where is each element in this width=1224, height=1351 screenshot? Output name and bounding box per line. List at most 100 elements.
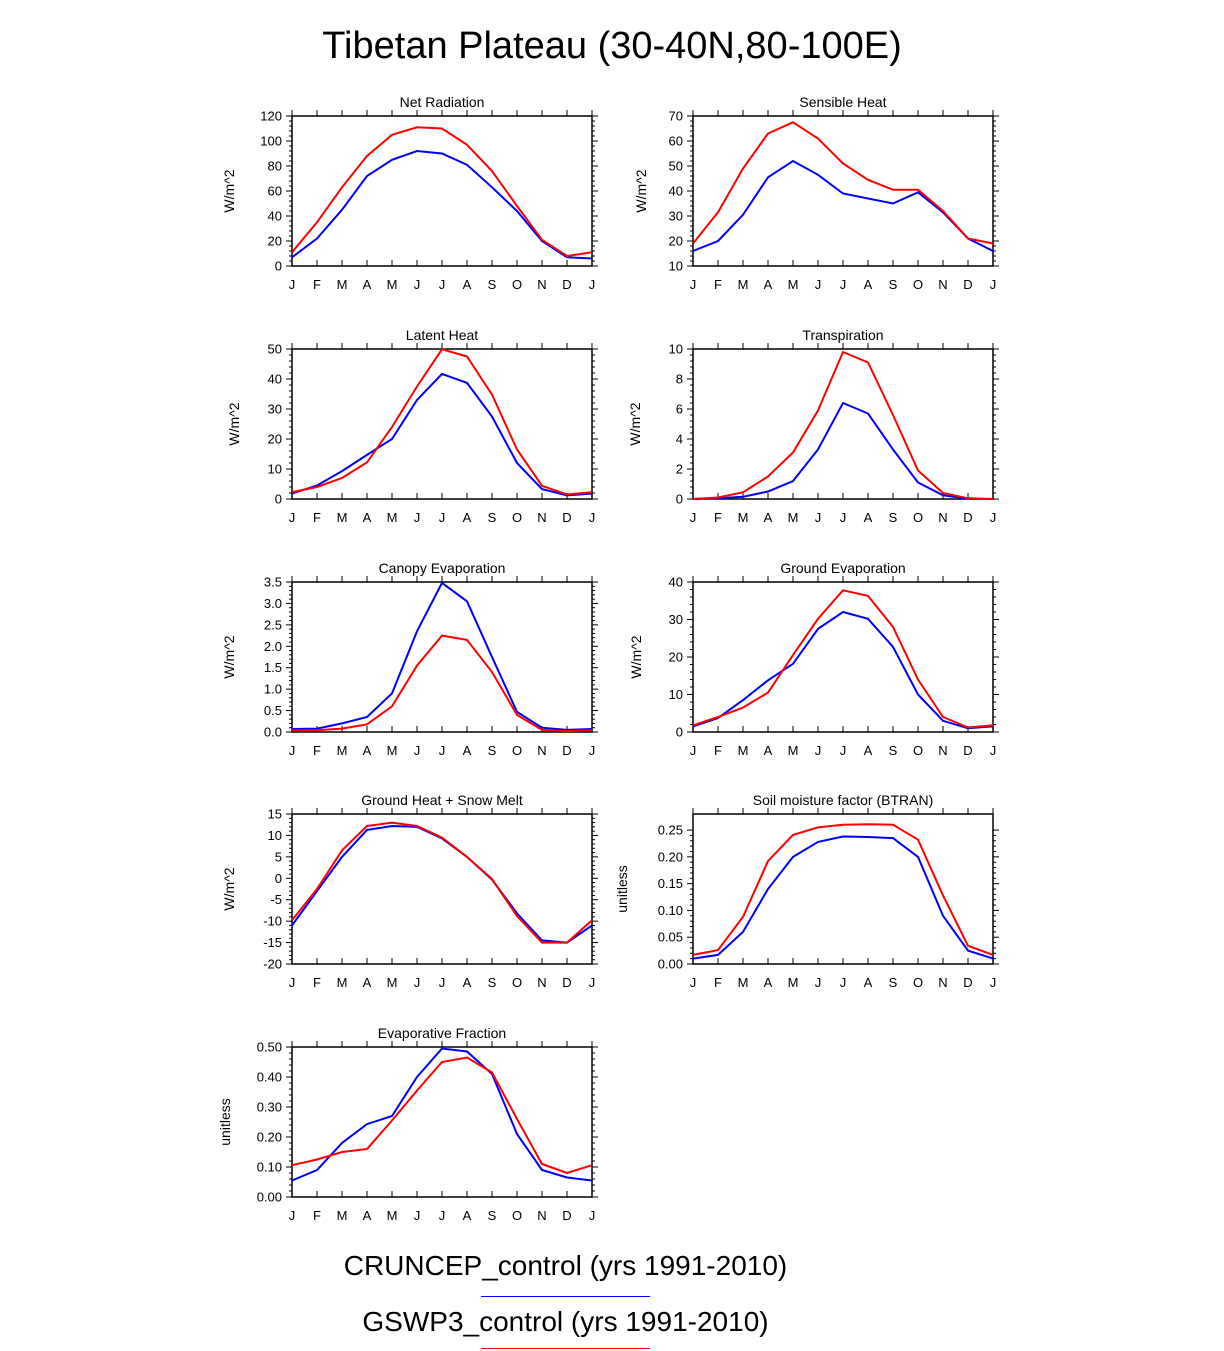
y-tick-label: 0.05 [658,930,683,945]
x-tick-label: J [990,510,997,525]
y-tick-label: 0.10 [658,903,683,918]
plot-frame [692,348,994,500]
x-tick-label: S [889,277,898,292]
y-axis-label: W/m^2 [226,402,242,445]
x-tick-label: J [289,277,296,292]
x-tick-label: S [488,743,497,758]
y-tick-label: -15 [263,935,282,950]
series-line-gswp3 [291,348,593,496]
y-tick-label: 0.00 [257,1190,282,1205]
series-line-cruncep [692,401,994,500]
x-tick-label: D [562,1208,571,1223]
panel-9: J F M A M J J A S O N D J0.000.100.200.300.400.50Eva… [217,1025,598,1223]
series-line-cruncep [291,372,593,497]
y-axis-label: W/m^2 [628,635,644,678]
x-tick-label: S [488,510,497,525]
x-tick-label: A [363,975,372,990]
x-tick-label: J [439,975,446,990]
y-tick-label: 0 [275,871,282,886]
x-tick-label: J [414,975,421,990]
x-tick-label: J [690,975,697,990]
y-tick-label: 40 [268,209,282,224]
y-tick-label: 0.25 [658,823,683,838]
y-tick-label: 50 [669,159,683,174]
x-tick-label: J [815,743,822,758]
x-tick-label: N [938,277,947,292]
x-tick-label: A [764,277,773,292]
x-tick-label: J [990,743,997,758]
series-line-gswp3 [692,350,994,500]
y-tick-label: 30 [669,209,683,224]
x-tick-label: J [840,510,847,525]
x-tick-label: A [363,510,372,525]
y-tick-label: 20 [669,234,683,249]
x-tick-label: M [387,277,398,292]
x-tick-label: D [562,277,571,292]
x-tick-label: J [690,743,697,758]
x-tick-label: M [337,975,348,990]
y-tick-label: 15 [268,807,282,822]
y-tick-label: 0 [275,259,282,274]
y-tick-label: 0.40 [257,1070,282,1085]
y-tick-label: 0.00 [658,957,683,972]
x-tick-label: A [363,277,372,292]
plot-frame [291,1046,593,1198]
y-tick-label: -10 [263,914,282,929]
x-tick-label: A [463,743,472,758]
x-tick-label: M [387,1208,398,1223]
y-tick-label: 10 [268,462,282,477]
x-tick-label: D [963,510,972,525]
x-tick-label: A [463,975,472,990]
series-line-cruncep [692,835,994,960]
x-tick-label: J [815,510,822,525]
plot-frame [291,581,593,733]
x-tick-label: N [537,1208,546,1223]
y-axis-label: W/m^2 [221,169,237,212]
x-tick-label: O [913,510,923,525]
y-axis-label: unitless [217,1098,233,1145]
y-tick-label: 60 [669,134,683,149]
x-tick-label: O [512,1208,522,1223]
series-line-cruncep [291,1047,593,1182]
y-axis-label: W/m^2 [221,635,237,678]
x-tick-label: N [537,510,546,525]
x-tick-label: M [337,277,348,292]
x-tick-label: M [387,510,398,525]
x-tick-label: N [938,743,947,758]
x-tick-label: O [913,743,923,758]
x-tick-label: F [714,277,722,292]
series-line-cruncep [291,824,593,944]
x-tick-label: N [537,743,546,758]
x-tick-label: J [589,277,596,292]
y-tick-label: 50 [268,342,282,357]
y-tick-label: 2.5 [264,617,282,632]
x-tick-label: J [990,277,997,292]
y-axis-label: unitless [614,865,630,912]
plot-frame [291,348,593,500]
x-tick-label: O [913,975,923,990]
y-tick-label: 0.5 [264,703,282,718]
x-tick-label: M [788,743,799,758]
x-tick-label: J [289,743,296,758]
x-tick-label: A [864,277,873,292]
series-line-gswp3 [692,121,994,245]
legend-label-gswp3: GSWP3_control (yrs 1991-2010) [362,1306,769,1337]
panel-title: Ground Heat + Snow Melt [361,792,523,808]
x-tick-label: M [788,277,799,292]
x-tick-label: A [463,277,472,292]
x-tick-label: J [289,1208,296,1223]
x-tick-label: F [313,975,321,990]
x-tick-label: J [690,277,697,292]
x-tick-label: D [963,743,972,758]
panel-title: Transpiration [802,327,883,343]
x-tick-label: A [363,743,372,758]
series-line-cruncep [692,610,994,730]
x-tick-label: J [289,510,296,525]
y-tick-label: 0.20 [658,849,683,864]
x-tick-label: A [864,743,873,758]
x-tick-label: M [337,1208,348,1223]
